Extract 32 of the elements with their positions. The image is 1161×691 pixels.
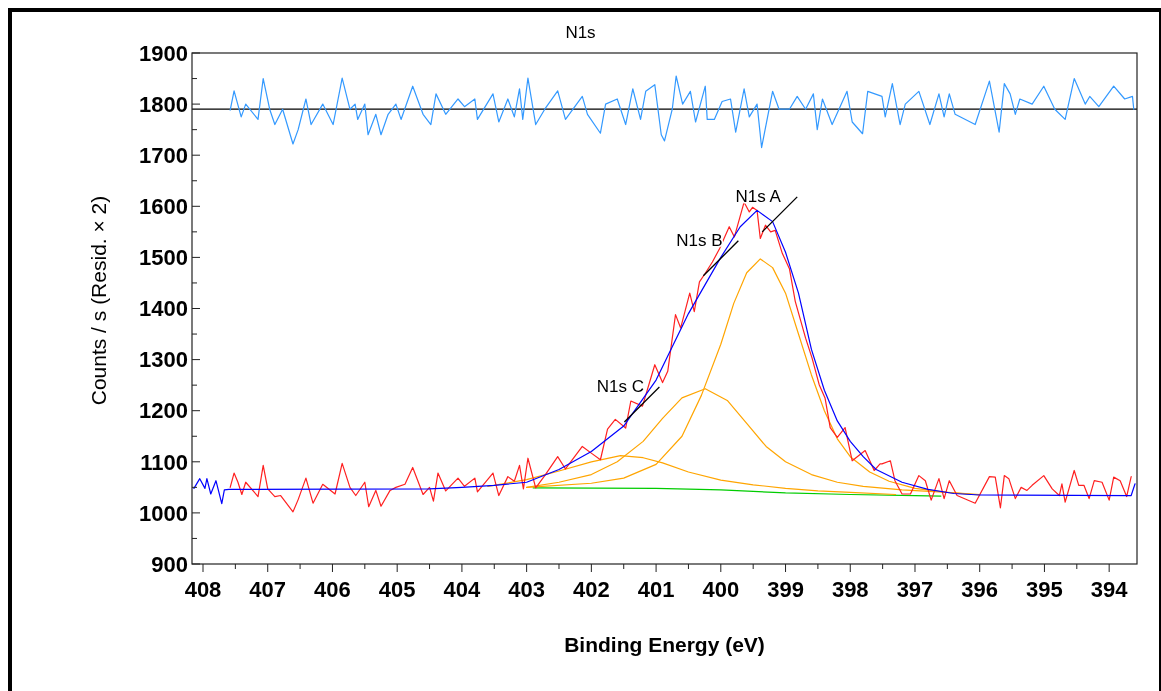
y-tick-label: 1600 — [139, 194, 188, 219]
x-tick-label: 399 — [767, 577, 804, 602]
x-tick-label: 407 — [249, 577, 287, 602]
x-tick-label: 396 — [961, 577, 999, 602]
x-axis-title: Binding Energy (eV) — [564, 633, 765, 656]
x-tick-label: 395 — [1026, 577, 1063, 602]
x-tick-label: 405 — [378, 577, 416, 602]
x-tick-label: 402 — [573, 577, 610, 602]
y-tick-label: 1500 — [139, 245, 188, 271]
x-tick-label: 398 — [831, 577, 869, 602]
x-tick-label: 397 — [896, 577, 934, 602]
chart-title: N1s — [565, 23, 596, 42]
x-tick-label: 394 — [1090, 577, 1129, 602]
annotation: N1s A — [735, 186, 782, 206]
x-tick-label: 401 — [637, 577, 675, 602]
y-tick-label: 1800 — [139, 91, 188, 117]
y-tick-label: 1400 — [139, 296, 188, 322]
annotation: N1s C — [596, 376, 644, 396]
y-tick-label: 1700 — [139, 142, 188, 168]
y-tick-label: 1300 — [139, 347, 188, 373]
x-tick-label: 408 — [184, 577, 222, 602]
x-tick-label: 406 — [314, 577, 351, 602]
y-axis-title: Counts / s (Resid. × 2) — [87, 195, 110, 406]
y-tick-label: 1100 — [140, 449, 188, 475]
annotation: N1s B — [676, 230, 723, 250]
y-tick-label: 1000 — [139, 500, 188, 526]
y-tick-label: 1900 — [139, 40, 188, 66]
y-tick-label: 900 — [151, 551, 188, 577]
x-tick-label: 404 — [443, 577, 482, 602]
x-tick-label: 400 — [702, 577, 740, 602]
y-tick-label: 1200 — [139, 398, 188, 424]
x-tick-label: 403 — [508, 577, 545, 602]
